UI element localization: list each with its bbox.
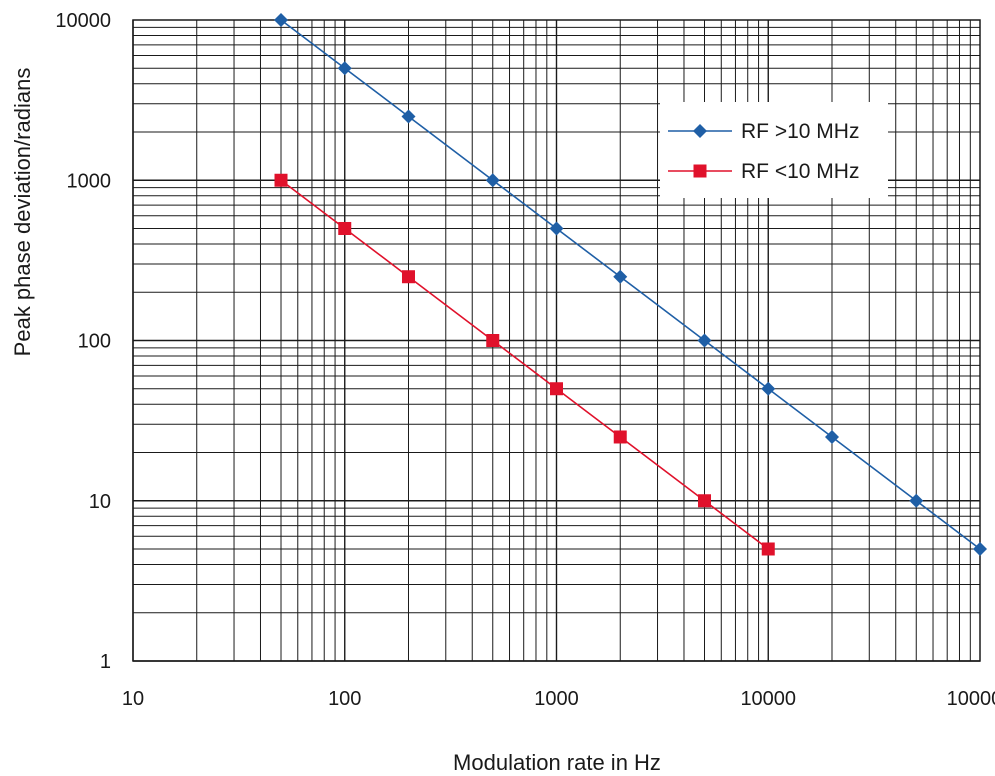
- series-line: [280, 19, 981, 550]
- data-point: [401, 109, 416, 124]
- legend-box: [660, 102, 888, 198]
- y-tick-labels: 1 10 100 1000 10000: [55, 10, 111, 673]
- grid: [132, 19, 981, 662]
- legend-label: RF <10 MHz: [741, 160, 859, 183]
- data-point: [693, 124, 707, 138]
- data-point: [550, 382, 563, 396]
- legend: RF >10 MHz RF <10 MHz: [660, 102, 888, 198]
- y-tick-label: 1000: [67, 170, 112, 192]
- data-point: [973, 541, 987, 556]
- x-tick-labels: 10 100 1000 10000 100000: [122, 688, 995, 710]
- series-line: [280, 179, 769, 550]
- y-tick-label: 10: [89, 491, 111, 513]
- data-point: [549, 221, 564, 236]
- legend-entry: RF >10 MHz: [668, 120, 859, 143]
- x-tick-label: 100: [328, 688, 361, 710]
- data-point: [697, 333, 712, 348]
- data-point: [824, 429, 839, 444]
- data-point: [613, 430, 627, 444]
- y-tick-label: 10000: [55, 10, 111, 32]
- x-tick-label: 10: [122, 688, 144, 710]
- data-point: [761, 381, 776, 396]
- x-axis-title: Modulation rate in Hz: [453, 750, 661, 775]
- x-tick-label: 100000: [947, 688, 995, 710]
- data-point: [338, 221, 352, 235]
- series-2: [274, 173, 775, 556]
- series-1: [274, 13, 987, 556]
- legend-label: RF >10 MHz: [741, 120, 859, 143]
- data-point: [909, 493, 924, 508]
- data-point: [698, 494, 712, 508]
- x-tick-label: 1000: [534, 688, 579, 710]
- data-point: [274, 173, 288, 187]
- series-layer: [274, 13, 987, 556]
- data-point: [761, 542, 775, 556]
- data-point: [693, 164, 707, 178]
- x-tick-label: 10000: [740, 688, 796, 710]
- data-point: [613, 269, 628, 284]
- y-tick-label: 1: [100, 651, 111, 673]
- data-point: [486, 334, 500, 347]
- y-axis-title: Peak phase deviation/radians: [10, 68, 35, 357]
- data-point: [485, 173, 500, 188]
- legend-entry: RF <10 MHz: [668, 160, 859, 183]
- data-point: [401, 270, 415, 284]
- data-point: [274, 13, 289, 27]
- y-tick-label: 100: [78, 331, 111, 353]
- data-point: [337, 61, 352, 76]
